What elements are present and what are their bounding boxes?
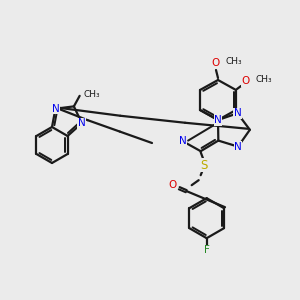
Text: CH₃: CH₃ <box>226 58 243 67</box>
Text: N: N <box>78 118 86 128</box>
Text: N: N <box>234 108 242 118</box>
Text: N: N <box>234 142 242 152</box>
Text: N: N <box>52 104 59 114</box>
Text: N: N <box>214 115 222 125</box>
Text: S: S <box>200 159 207 172</box>
Text: N: N <box>214 115 222 125</box>
Text: F: F <box>204 245 210 255</box>
Text: O: O <box>242 76 250 86</box>
Text: N: N <box>179 136 187 146</box>
Text: CH₃: CH₃ <box>255 76 272 85</box>
Text: CH₃: CH₃ <box>84 90 100 99</box>
Text: O: O <box>169 180 177 190</box>
Text: O: O <box>212 58 220 68</box>
